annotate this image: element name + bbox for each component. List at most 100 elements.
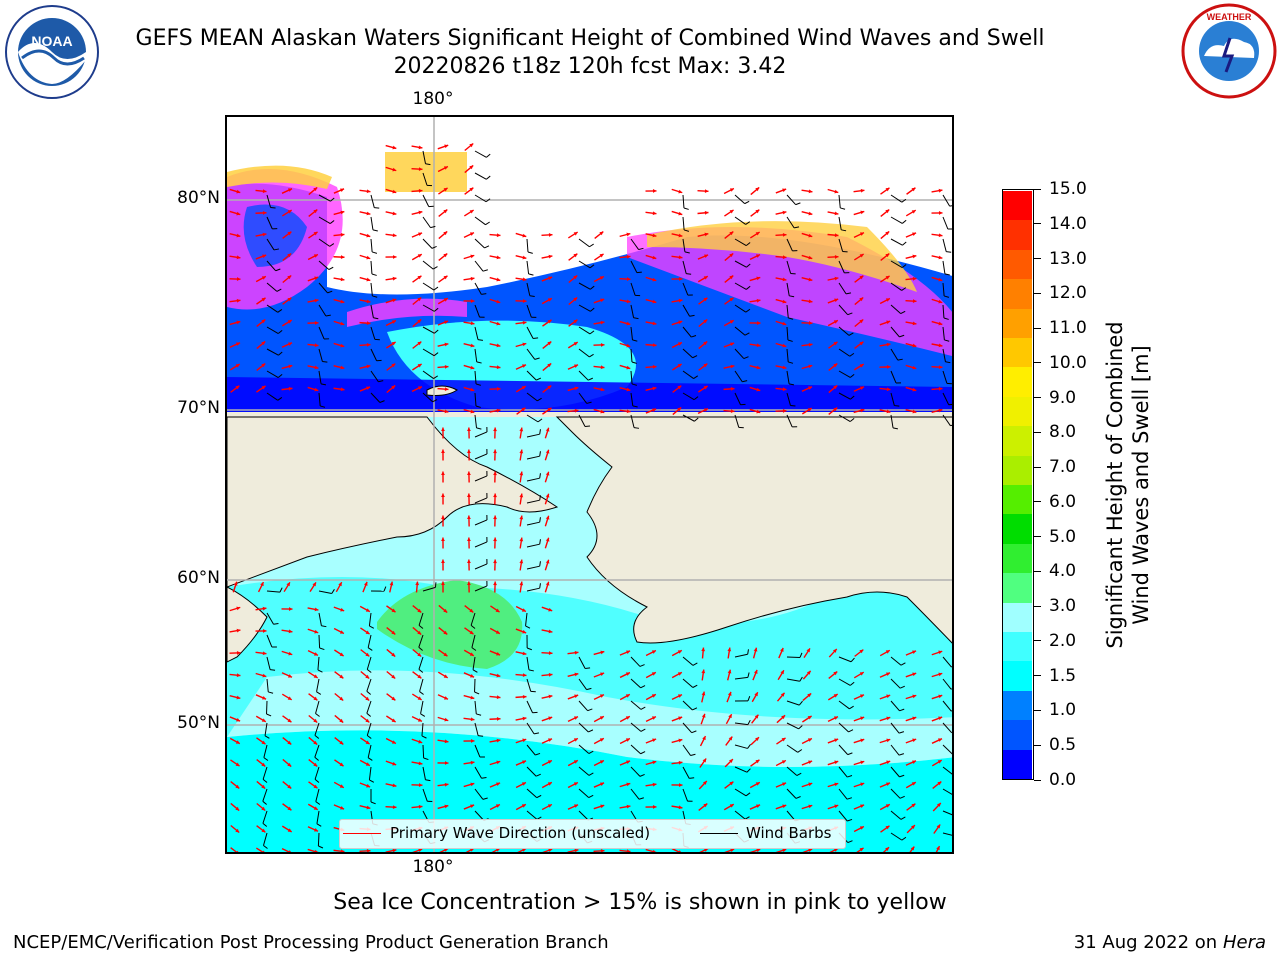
wave-arrowhead [652,277,657,282]
wave-arrowhead [936,846,940,851]
wave-arrowhead [365,696,370,701]
wave-arrowhead [313,718,318,723]
wind-barb-flag [588,729,594,733]
wave-arrowhead [521,804,526,808]
wind-barb-flag [747,719,751,725]
wind-barb-flag [789,295,795,298]
wind-barb [838,304,849,316]
wind-barb-flag [418,625,424,629]
wave-arrowhead [339,784,344,788]
wind-barb [734,722,748,726]
wave-arrowhead [521,407,526,412]
wave-arrowhead [548,276,553,281]
wind-barb-flag [692,662,698,666]
wave-arrowhead [392,167,397,172]
wave-arrowhead [496,673,501,678]
wind-barb [266,216,273,230]
wind-barb [682,282,689,296]
wave-arrowhead [782,387,787,392]
wave-arrowhead [470,674,475,678]
wind-barb [890,282,902,291]
wind-barb-flag [539,473,541,479]
wave-arrowhead [600,320,605,325]
wave-arrowhead [392,233,397,238]
wind-barb [474,304,481,318]
wind-barb-flag [846,797,853,800]
wave-arrowhead [885,650,890,654]
wave-arrowhead [236,673,241,678]
wind-barb-flag [901,219,907,224]
wind-barb [370,370,379,383]
wind-barb [422,766,426,780]
wave-arrowhead [233,581,238,586]
wave-arrowhead [833,320,838,324]
wind-barb [526,722,535,735]
wind-barb [630,700,642,710]
wind-barb [318,612,322,626]
wave-arrowhead [470,409,475,414]
colorbar-tick: 8.0 [1034,422,1076,442]
wave-arrowhead [519,581,524,586]
wind-barb [942,656,952,668]
wind-barb [838,810,848,822]
wave-arrowhead [366,255,371,260]
wave-arrowhead [340,365,345,370]
wind-barb-flag [944,339,950,342]
wave-arrowhead [314,607,319,612]
wave-arrowhead [261,341,266,346]
wind-barb-flag [264,735,270,739]
wave-arrowhead [545,515,550,520]
wave-arrowhead [236,695,241,700]
wave-arrowhead [363,581,368,586]
wave-arrowhead [678,738,683,743]
wind-barb-flag [849,681,855,686]
wind-barb-flag [475,383,481,386]
wind-barb-flag [367,647,373,651]
wave-arrowhead [261,718,266,722]
wave-arrowhead [365,740,370,745]
wave-arrowhead [703,297,708,302]
wave-arrowhead [753,647,758,652]
wind-barb-flag [631,361,637,364]
wave-arrowhead [314,828,319,832]
wave-arrowhead [626,387,631,392]
wave-arrowhead [548,651,553,656]
wave-arrowhead [340,255,345,260]
wind-barb-flag [788,383,795,386]
wave-arrowhead [600,782,605,786]
wind-barb-flag [692,684,698,688]
wave-arrowhead [236,651,241,655]
wave-arrowhead [314,298,319,303]
wind-barb [578,260,591,269]
wave-arrowhead [417,386,422,390]
wave-arrowhead [441,515,445,520]
wind-barb [890,766,900,778]
colorbar-tick: 6.0 [1034,492,1076,512]
land-alaska [555,416,952,644]
wave-arrowhead [391,320,396,324]
wind-barb-flag [476,361,482,364]
wind-barb [942,348,946,362]
wind-barb [474,700,477,714]
wave-arrowhead [782,232,787,237]
wave-arrowhead [339,630,344,634]
wave-arrowhead [573,253,578,258]
wave-arrowhead [573,275,578,280]
wind-barb-flag [790,405,796,407]
wave-arrowhead [441,449,445,454]
wave-arrowhead [470,695,475,700]
wave-arrowhead [727,691,732,696]
wind-barb [734,282,747,290]
colorbar-segment [1003,513,1032,544]
wind-barb [474,414,478,428]
wind-barb-flag [421,735,427,739]
wind-barb [682,678,694,688]
wave-arrowhead [573,319,578,324]
wind-barb-flag [689,777,695,779]
wind-barb-flag [378,380,384,383]
wind-barb [630,722,642,732]
wave-arrowhead [885,187,890,192]
wind-barb [422,392,433,403]
wave-arrowhead [600,848,605,852]
wave-arrowhead [417,364,422,368]
